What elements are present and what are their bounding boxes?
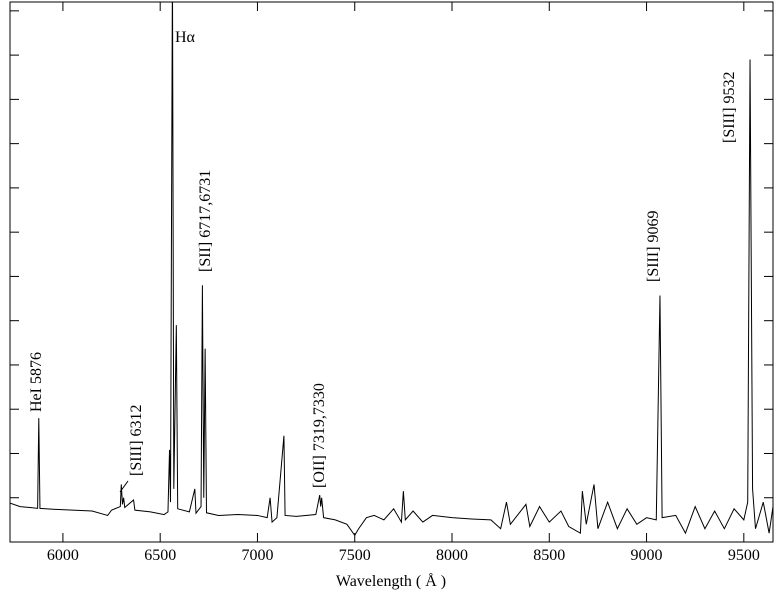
x-tick-label: 8500 [533, 547, 565, 564]
x-tick-label: 9500 [728, 547, 760, 564]
x-tick-label: 8000 [436, 547, 468, 564]
x-tick-label: 6500 [144, 547, 176, 564]
annotation: [SII] 6717,6731 [197, 170, 214, 272]
x-tick-label: 9000 [631, 547, 663, 564]
annotation: HeI 5876 [28, 352, 45, 412]
x-tick-label: 6000 [47, 547, 79, 564]
annotation: [SIII] 6312 [128, 404, 145, 476]
annotation: [SIII] 9532 [721, 71, 738, 143]
annotation: [SIII] 9069 [645, 210, 662, 282]
plot-frame [9, 1, 774, 543]
spectrum-line [10, 2, 773, 537]
x-tick-label: 7000 [241, 547, 273, 564]
annotation: Hα [175, 29, 196, 46]
annotation: [OII] 7319,7330 [311, 383, 328, 488]
x-tick-label: 7500 [339, 547, 371, 564]
x-axis-label: Wavelength ( Å ) [336, 572, 446, 590]
